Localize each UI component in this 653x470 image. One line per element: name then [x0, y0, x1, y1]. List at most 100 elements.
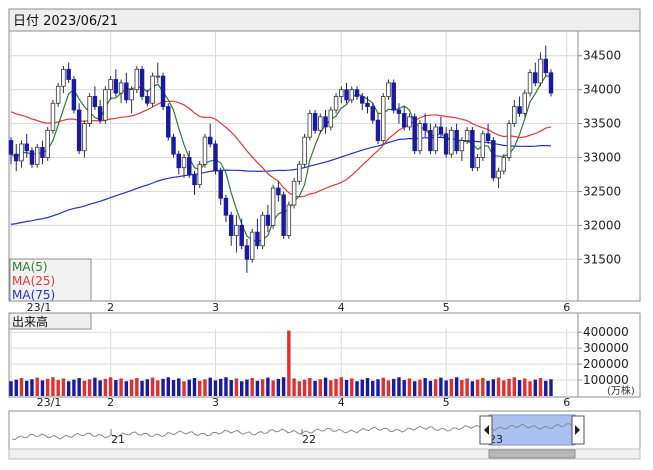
candle-body [464, 129, 470, 141]
volume-bar [318, 379, 323, 396]
volume-bar [30, 379, 34, 396]
x-tick-label: 4 [338, 301, 345, 314]
volume-panel [8, 312, 641, 398]
volume-bar [245, 379, 249, 396]
candle-body [134, 68, 140, 91]
volume-bar [329, 380, 333, 396]
candle-body [202, 136, 208, 165]
candle-body [428, 129, 433, 152]
navigator-right-handle[interactable] [571, 415, 585, 445]
legend-box [9, 258, 92, 302]
x-tick-label: 2 [107, 301, 114, 314]
volume-bar [192, 378, 197, 396]
volume-bar [512, 377, 517, 396]
candle-body [50, 102, 56, 131]
volume-bar [56, 380, 60, 396]
volume-bar [93, 377, 97, 396]
candle-body [40, 146, 45, 158]
navigator-left-handle[interactable] [479, 415, 493, 445]
candle-body [349, 89, 355, 101]
candle-body [260, 214, 265, 247]
volume-bar [465, 378, 469, 396]
volume-bar [533, 379, 537, 396]
candle-body [522, 92, 528, 114]
volume-bar [470, 381, 475, 396]
candle-body [145, 96, 150, 104]
price-tick-label: 33000 [583, 151, 621, 165]
candle-body [29, 150, 35, 165]
volume-bar [371, 380, 375, 396]
volume-bar [496, 377, 501, 396]
legend-ma75: MA(75) [12, 288, 55, 302]
candle-body [485, 133, 491, 141]
price-tick-label: 34500 [583, 49, 621, 63]
candle-body [82, 123, 87, 152]
candle-body [139, 68, 145, 97]
price-x-axis: 23/1 2 3 4 5 6 [27, 301, 571, 314]
scrollbar-thumb[interactable] [488, 449, 576, 459]
volume-bar [302, 379, 307, 396]
volume-bar [517, 380, 522, 396]
candle-body [244, 245, 250, 260]
volume-bar [313, 380, 317, 396]
candle-body [491, 140, 496, 179]
candle-body [291, 180, 297, 206]
candle-body [344, 89, 349, 101]
volume-bar [423, 378, 427, 396]
candle-body [207, 136, 213, 145]
volume-bar [140, 380, 144, 396]
volume-bar [392, 378, 396, 396]
volume-bar [177, 378, 181, 396]
volume-bar [239, 381, 244, 396]
scrollbar-track[interactable] [8, 448, 641, 460]
volume-bar [103, 378, 108, 396]
right-arrow-icon [575, 425, 580, 435]
candle-body [339, 89, 344, 97]
candle-body [197, 163, 202, 186]
candle-body [171, 136, 176, 155]
candle-body [328, 109, 334, 128]
volume-bar [114, 380, 118, 396]
candle-body [501, 157, 507, 172]
volume-bar [9, 381, 13, 396]
volume-bar [266, 377, 270, 396]
candle-body [150, 75, 155, 104]
volume-bar [45, 378, 50, 396]
x-tick-label: 5 [443, 396, 450, 409]
volume-bar [182, 381, 186, 396]
candle-body [496, 170, 501, 179]
candle-body [533, 72, 538, 84]
candle-body [538, 58, 543, 84]
candle-body [24, 143, 29, 152]
volume-bar [339, 377, 343, 396]
candle-body [297, 163, 302, 182]
volume-bar [538, 378, 543, 396]
volume-bar [72, 379, 76, 396]
price-tick-label: 33500 [583, 117, 621, 131]
candle-body [443, 133, 449, 155]
price-tick-label: 32000 [583, 218, 621, 232]
candle-body [360, 96, 365, 104]
candle-body [433, 126, 438, 152]
volume-bar [502, 380, 506, 396]
candle-body [181, 157, 187, 169]
candle-body [124, 82, 129, 101]
price-tick-label: 34000 [583, 83, 621, 97]
candle-body [422, 123, 428, 131]
candle-body [108, 79, 113, 91]
candle-body [155, 75, 161, 78]
candle-body [375, 119, 381, 141]
legend-ma5: MA(5) [12, 260, 48, 274]
candle-body [234, 224, 239, 236]
volume-bar [208, 377, 212, 396]
volume-tick-label: 100000 [583, 373, 629, 387]
navigator-label: 22 [302, 433, 316, 446]
candle-body [386, 82, 391, 97]
x-tick-label: 6 [563, 396, 570, 409]
navigator-selection[interactable] [488, 414, 576, 446]
candle-body [312, 113, 318, 131]
volume-bar [108, 377, 113, 396]
candle-body [223, 197, 229, 216]
volume-bar [412, 381, 417, 396]
